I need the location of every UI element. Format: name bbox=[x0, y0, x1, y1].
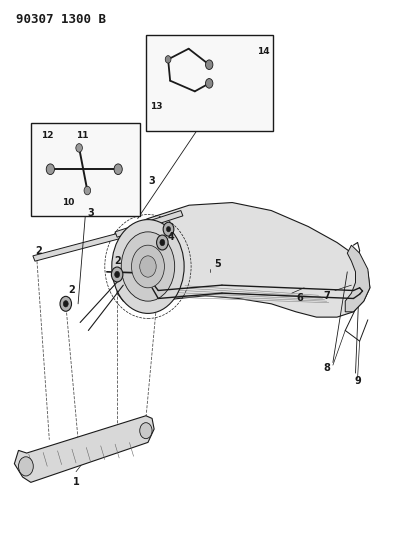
Text: 6: 6 bbox=[297, 294, 303, 303]
Circle shape bbox=[140, 256, 156, 277]
Circle shape bbox=[206, 78, 213, 88]
Circle shape bbox=[115, 271, 120, 278]
Text: 3: 3 bbox=[149, 176, 155, 186]
Polygon shape bbox=[345, 245, 370, 312]
Text: 14: 14 bbox=[257, 47, 269, 56]
Text: 12: 12 bbox=[41, 132, 53, 140]
Circle shape bbox=[163, 222, 174, 236]
Circle shape bbox=[206, 60, 213, 69]
Polygon shape bbox=[14, 416, 154, 482]
Circle shape bbox=[114, 164, 122, 175]
Text: 1: 1 bbox=[73, 478, 79, 487]
Text: 13: 13 bbox=[150, 102, 162, 111]
Text: 4: 4 bbox=[167, 232, 174, 242]
Text: 2: 2 bbox=[36, 246, 42, 255]
Circle shape bbox=[63, 301, 68, 307]
Circle shape bbox=[140, 423, 152, 439]
Circle shape bbox=[160, 239, 165, 246]
Circle shape bbox=[60, 296, 72, 311]
Circle shape bbox=[111, 267, 123, 282]
Circle shape bbox=[121, 232, 175, 301]
Polygon shape bbox=[115, 211, 183, 237]
Circle shape bbox=[46, 164, 54, 175]
Text: 90307 1300 B: 90307 1300 B bbox=[16, 13, 106, 26]
Circle shape bbox=[165, 55, 171, 63]
Circle shape bbox=[76, 143, 82, 152]
Text: 8: 8 bbox=[323, 363, 330, 373]
Text: 5: 5 bbox=[215, 259, 221, 269]
Text: 7: 7 bbox=[323, 291, 330, 301]
Text: 3: 3 bbox=[87, 208, 94, 218]
Text: 11: 11 bbox=[76, 132, 88, 140]
Circle shape bbox=[18, 457, 33, 476]
Text: 2: 2 bbox=[69, 286, 75, 295]
Circle shape bbox=[84, 187, 90, 195]
Circle shape bbox=[157, 235, 168, 250]
Circle shape bbox=[166, 227, 171, 232]
Polygon shape bbox=[33, 232, 125, 261]
Text: 2: 2 bbox=[114, 256, 120, 266]
Circle shape bbox=[112, 220, 184, 313]
Text: 9: 9 bbox=[354, 376, 361, 386]
Text: 10: 10 bbox=[62, 198, 74, 207]
Circle shape bbox=[132, 245, 164, 288]
Polygon shape bbox=[117, 203, 370, 317]
Bar bbox=[146, 35, 273, 131]
Bar bbox=[31, 123, 140, 216]
